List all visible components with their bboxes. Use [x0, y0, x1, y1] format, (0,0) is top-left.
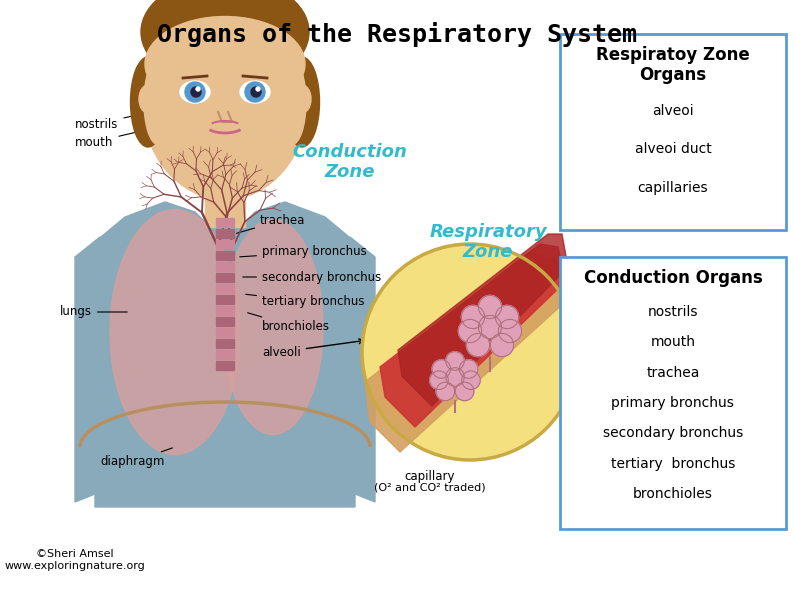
Text: tertiary bronchus: tertiary bronchus	[246, 294, 364, 308]
Ellipse shape	[142, 4, 307, 200]
Text: lungs: lungs	[60, 305, 127, 318]
Text: diaphragm: diaphragm	[100, 448, 172, 469]
Circle shape	[499, 319, 522, 343]
Circle shape	[462, 371, 480, 389]
Text: ©Sheri Amsel
www.exploringnature.org: ©Sheri Amsel www.exploringnature.org	[5, 549, 145, 571]
Circle shape	[191, 87, 201, 97]
Text: bronchioles: bronchioles	[248, 313, 330, 334]
Bar	[216, 350, 234, 359]
Polygon shape	[350, 237, 375, 502]
Text: alveoli: alveoli	[262, 339, 364, 359]
Text: Organs of the Respiratory System: Organs of the Respiratory System	[157, 22, 637, 47]
Bar	[216, 295, 234, 304]
Text: Conduction Organs: Conduction Organs	[584, 269, 762, 287]
Ellipse shape	[130, 57, 165, 147]
Text: Respiratory
Zone: Respiratory Zone	[430, 223, 547, 261]
Bar	[216, 218, 234, 227]
Circle shape	[245, 82, 265, 102]
Bar	[216, 284, 234, 293]
Ellipse shape	[139, 85, 157, 113]
Text: (O² and CO² traded): (O² and CO² traded)	[374, 482, 486, 492]
Polygon shape	[205, 197, 245, 227]
Bar	[216, 229, 234, 238]
Bar	[560, 34, 786, 230]
Circle shape	[479, 315, 502, 338]
Circle shape	[479, 296, 502, 319]
Circle shape	[185, 82, 205, 102]
Polygon shape	[398, 234, 568, 406]
Text: secondary bronchus: secondary bronchus	[243, 271, 381, 283]
Bar	[216, 262, 234, 271]
Text: mouth: mouth	[75, 122, 177, 149]
Text: mouth: mouth	[650, 335, 696, 349]
Text: trachea: trachea	[237, 214, 306, 233]
Ellipse shape	[284, 57, 319, 147]
Circle shape	[430, 371, 449, 389]
Ellipse shape	[144, 59, 172, 144]
Circle shape	[466, 334, 490, 357]
Circle shape	[459, 360, 478, 378]
Bar	[560, 257, 786, 529]
Text: Respiratoy Zone
Organs: Respiratoy Zone Organs	[596, 46, 750, 84]
Circle shape	[251, 87, 261, 97]
Circle shape	[445, 368, 464, 386]
Polygon shape	[365, 252, 565, 452]
Text: secondary bronchus: secondary bronchus	[603, 427, 743, 441]
Ellipse shape	[223, 220, 323, 435]
Text: alveoi: alveoi	[652, 103, 694, 118]
Bar	[216, 361, 234, 370]
Text: Conduction
Zone: Conduction Zone	[292, 143, 407, 181]
Circle shape	[196, 87, 200, 91]
Circle shape	[491, 334, 514, 357]
Circle shape	[458, 319, 482, 343]
Bar	[216, 328, 234, 337]
Polygon shape	[380, 244, 565, 427]
Circle shape	[256, 87, 260, 91]
Bar	[216, 317, 234, 326]
Text: bronchioles: bronchioles	[633, 487, 713, 501]
Ellipse shape	[110, 209, 240, 455]
Ellipse shape	[240, 81, 270, 103]
Circle shape	[461, 305, 484, 329]
Bar	[216, 251, 234, 260]
Text: primary bronchus: primary bronchus	[240, 245, 367, 258]
Bar	[216, 273, 234, 282]
Text: capillaries: capillaries	[638, 181, 708, 195]
Bar	[216, 306, 234, 315]
Text: alveoi duct: alveoi duct	[634, 142, 711, 156]
Ellipse shape	[145, 17, 305, 111]
Ellipse shape	[293, 85, 311, 113]
Bar	[216, 339, 234, 348]
Circle shape	[436, 382, 455, 401]
Bar	[216, 240, 234, 249]
Polygon shape	[75, 237, 100, 502]
Ellipse shape	[141, 0, 309, 87]
Text: capillary: capillary	[405, 470, 455, 483]
Circle shape	[362, 244, 578, 460]
Text: tertiary  bronchus: tertiary bronchus	[611, 457, 735, 471]
Polygon shape	[95, 202, 355, 507]
Circle shape	[432, 360, 451, 378]
Circle shape	[455, 382, 474, 401]
Ellipse shape	[278, 59, 306, 144]
Ellipse shape	[180, 81, 210, 103]
Text: primary bronchus: primary bronchus	[611, 396, 734, 410]
Circle shape	[495, 305, 518, 329]
Text: trachea: trachea	[646, 366, 700, 379]
Text: nostrils: nostrils	[75, 108, 170, 130]
Text: nostrils: nostrils	[648, 305, 698, 319]
Circle shape	[445, 352, 464, 370]
